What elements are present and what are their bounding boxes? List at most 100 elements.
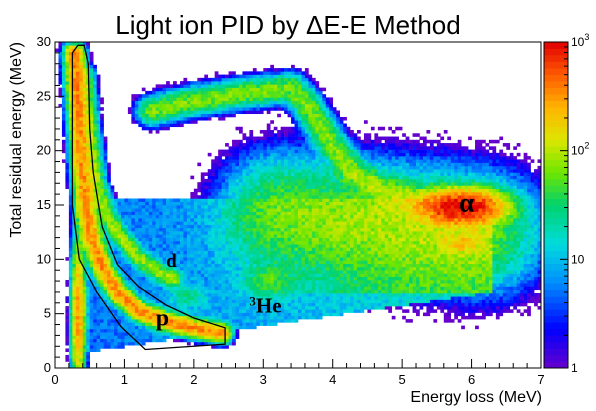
heatmap-cell [173,103,177,108]
heatmap-cell [120,253,125,258]
heatmap-cell [186,309,191,313]
heatmap-cell [110,257,115,261]
heatmap-cell [93,266,97,271]
heatmap-cell [242,191,247,196]
heatmap-cell [61,58,66,62]
heatmap-cell [183,325,188,330]
heatmap-cell [58,51,63,56]
heatmap-cell [298,107,302,111]
heatmap-cell [93,81,97,85]
heatmap-cell [207,227,212,232]
heatmap-cell [148,237,153,242]
heatmap-cell [256,159,261,163]
heatmap-cell [270,266,274,271]
heatmap-cell [72,299,77,304]
heatmap-cell [72,198,77,203]
heatmap-cell [277,234,281,238]
heatmap-cell [86,237,91,242]
heatmap-cell [100,113,104,118]
heatmap-cell [145,97,150,101]
heatmap-cell [152,126,156,131]
heatmap-cell [96,214,101,219]
heatmap-cell [179,322,184,326]
heatmap-cell [287,195,292,199]
heatmap-cell [221,322,226,326]
heatmap-cell [252,270,257,274]
heatmap-cell [190,113,195,118]
heatmap-cell [245,182,250,186]
heatmap-cell [79,113,84,118]
heatmap-cell [200,322,205,326]
heatmap-cell [110,315,115,320]
heatmap-cell [75,309,80,313]
heatmap-cell [138,100,143,105]
heatmap-cell [304,224,309,229]
heatmap-cell [252,299,257,304]
heatmap-cell [145,257,150,261]
heatmap-cell [311,286,316,291]
heatmap-cell [284,306,288,310]
heatmap-cell [155,263,160,268]
heatmap-cell [89,227,94,232]
heatmap-cell [141,224,146,229]
heatmap-cell [311,273,316,278]
heatmap-cell [298,185,302,189]
heatmap-cell [214,172,219,176]
heatmap-cell [256,221,261,225]
heatmap-cell [134,332,139,336]
heatmap-cell [280,195,285,199]
heatmap-cell [173,296,177,300]
heatmap-cell [159,94,163,98]
heatmap-cell [155,237,160,242]
heatmap-cell [225,273,229,278]
heatmap-cell [291,188,295,193]
heatmap-cell [179,250,184,255]
heatmap-cell [152,289,156,294]
heatmap-cell [304,299,309,304]
heatmap-cell [249,283,254,287]
heatmap-cell [291,214,295,219]
heatmap-cell [176,250,181,255]
heatmap-cell [134,315,139,320]
heatmap-cell [259,224,264,229]
heatmap-cell [197,247,202,251]
heatmap-cell [225,276,229,281]
heatmap-cell [301,182,306,186]
heatmap-cell [134,253,139,258]
heatmap-cell [294,240,299,245]
heatmap-cell [176,302,181,307]
heatmap-cell [232,110,236,115]
heatmap-cell [197,84,202,88]
heatmap-cell [89,257,94,261]
heatmap-cell [284,244,288,248]
heatmap-cell [93,276,97,281]
heatmap-cell [263,159,268,163]
heatmap-cell [308,299,313,304]
heatmap-cell [127,218,132,222]
heatmap-cell [159,260,163,264]
heatmap-cell [308,156,313,160]
heatmap-cell [120,289,125,294]
heatmap-cell [145,296,150,300]
heatmap-cell [218,322,222,326]
heatmap-cell [232,81,236,85]
heatmap-cell [242,276,247,281]
heatmap-cell [256,240,261,245]
heatmap-cell [82,335,87,339]
heatmap-cell [82,139,87,144]
heatmap-cell [218,182,222,186]
heatmap-cell [200,299,205,304]
heatmap-cell [120,257,125,261]
heatmap-cell [68,315,73,320]
heatmap-cell [145,211,150,216]
heatmap-cell [79,55,84,59]
heatmap-cell [61,123,66,128]
heatmap-cell [72,273,77,278]
heatmap-cell [245,195,250,199]
heatmap-cell [263,77,268,82]
heatmap-cell [65,182,70,186]
heatmap-cell [298,306,302,310]
heatmap-cell [308,195,313,199]
heatmap-cell [155,289,160,294]
heatmap-cell [294,315,299,320]
